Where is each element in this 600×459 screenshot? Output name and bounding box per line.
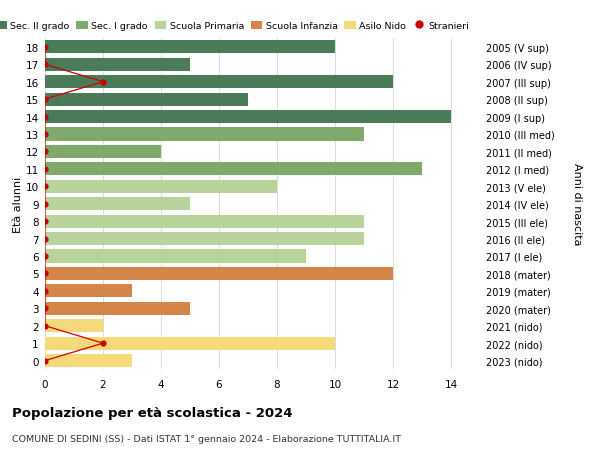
Text: COMUNE DI SEDINI (SS) - Dati ISTAT 1° gennaio 2024 - Elaborazione TUTTITALIA.IT: COMUNE DI SEDINI (SS) - Dati ISTAT 1° ge… bbox=[12, 434, 401, 443]
Bar bbox=[45, 215, 364, 228]
Y-axis label: Età alunni: Età alunni bbox=[13, 176, 23, 232]
Bar bbox=[45, 180, 277, 193]
Bar bbox=[45, 59, 190, 72]
Bar bbox=[45, 163, 422, 176]
Bar bbox=[45, 354, 132, 367]
Text: Popolazione per età scolastica - 2024: Popolazione per età scolastica - 2024 bbox=[12, 406, 293, 419]
Bar bbox=[45, 41, 335, 54]
Bar bbox=[45, 111, 451, 124]
Bar bbox=[45, 302, 190, 315]
Y-axis label: Anni di nascita: Anni di nascita bbox=[572, 163, 581, 246]
Bar bbox=[45, 76, 393, 89]
Bar bbox=[45, 250, 306, 263]
Bar bbox=[45, 146, 161, 159]
Bar bbox=[45, 337, 335, 350]
Bar bbox=[45, 93, 248, 106]
Legend: Sec. II grado, Sec. I grado, Scuola Primaria, Scuola Infanzia, Asilo Nido, Stran: Sec. II grado, Sec. I grado, Scuola Prim… bbox=[0, 22, 469, 31]
Bar bbox=[45, 319, 103, 332]
Bar bbox=[45, 233, 364, 246]
Bar bbox=[45, 285, 132, 298]
Bar bbox=[45, 267, 393, 280]
Bar bbox=[45, 198, 190, 211]
Bar bbox=[45, 128, 364, 141]
